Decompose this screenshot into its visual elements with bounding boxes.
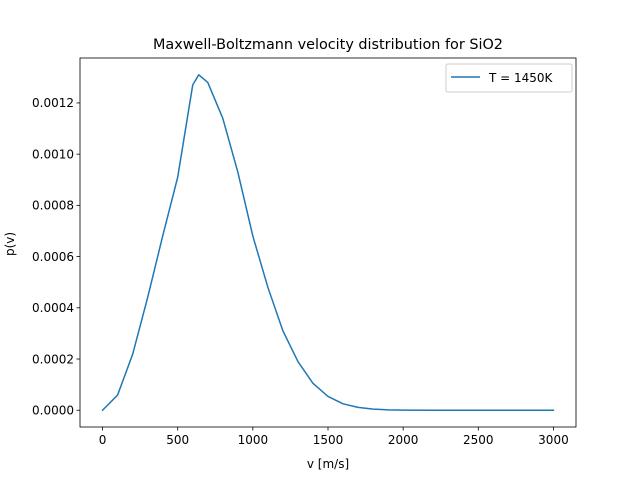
chart-title: Maxwell-Boltzmann velocity distribution … [153,37,503,53]
x-tick-label: 500 [166,433,189,447]
y-tick-label: 0.0006 [32,250,74,264]
legend-entry-label: T = 1450K [488,71,554,85]
x-tick-label: 3000 [538,433,569,447]
series-line-0 [101,74,555,412]
x-tick-label: 0 [99,433,107,447]
x-tick-label: 1500 [313,433,344,447]
legend: T = 1450K [445,63,573,93]
x-tick-label: 2000 [388,433,419,447]
y-tick-label: 0.0002 [32,352,74,366]
y-tick-label: 0.0008 [32,199,74,213]
y-tick-label: 0.0012 [32,96,74,110]
x-axis-label: v [m/s] [307,457,349,471]
y-tick-label: 0.0000 [32,404,74,418]
y-tick-label: 0.0004 [32,301,74,315]
y-axis-label: p(v) [3,232,17,256]
legend-box [445,63,573,93]
y-tick-label: 0.0010 [32,147,74,161]
x-tick-label: 2500 [463,433,494,447]
x-tick-label: 1000 [238,433,269,447]
axis-ticks: 0 500 1000 1500 2000 2500 3000 0.0000 0.0002 0.00… [32,96,569,447]
